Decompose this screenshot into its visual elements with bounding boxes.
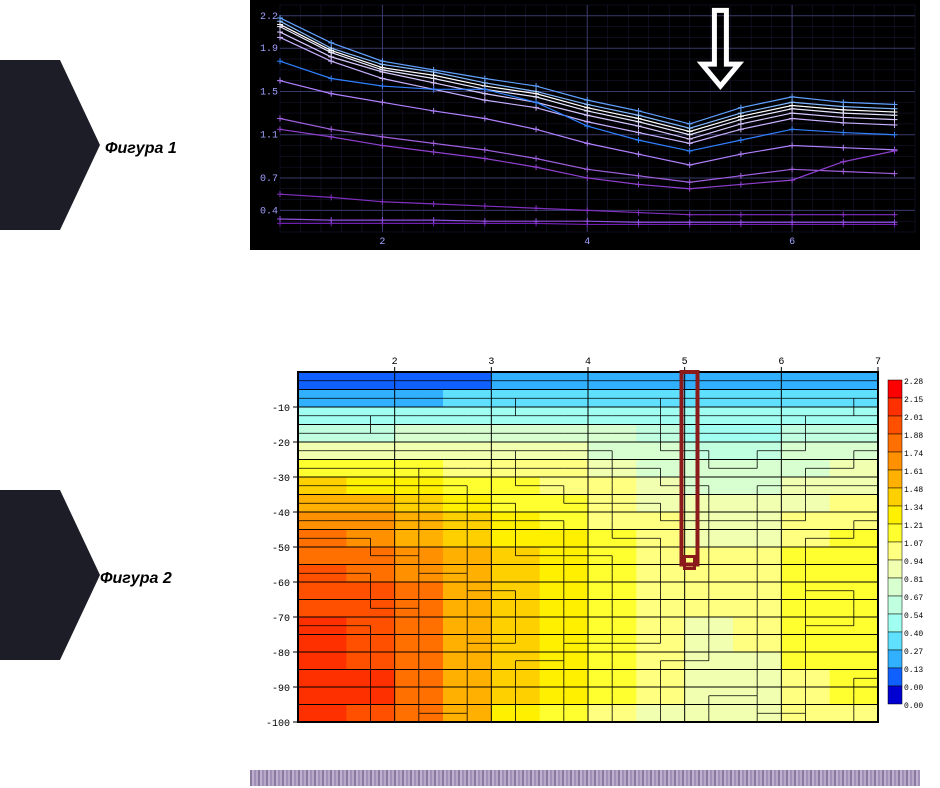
svg-text:0.00: 0.00	[904, 684, 923, 693]
svg-text:1.34: 1.34	[904, 504, 923, 513]
svg-text:-50: -50	[272, 544, 290, 555]
svg-text:0.13: 0.13	[904, 666, 923, 675]
svg-text:2.28: 2.28	[904, 378, 923, 387]
svg-text:-60: -60	[272, 579, 290, 590]
svg-text:-30: -30	[272, 474, 290, 485]
noise-bar	[250, 770, 920, 786]
svg-text:-70: -70	[272, 614, 290, 625]
svg-text:0.54: 0.54	[904, 612, 923, 621]
svg-text:0.81: 0.81	[904, 576, 923, 585]
svg-text:2: 2	[379, 237, 385, 248]
svg-text:2.15: 2.15	[904, 396, 923, 405]
svg-text:0.7: 0.7	[260, 174, 278, 185]
svg-text:-90: -90	[272, 684, 290, 695]
fig1-chart: 2 4 6 0.4 0.7 1.1 1.5 1.9 2.2	[250, 0, 920, 255]
svg-text:1.61: 1.61	[904, 468, 923, 477]
svg-text:2.01: 2.01	[904, 414, 923, 423]
fig1-label: Фигура 1	[105, 140, 177, 158]
svg-text:1.9: 1.9	[260, 44, 278, 55]
svg-text:2: 2	[392, 357, 398, 368]
svg-text:1.48: 1.48	[904, 486, 923, 495]
svg-text:1.1: 1.1	[260, 131, 278, 142]
svg-text:4: 4	[584, 237, 590, 248]
fig2-chart: 2 3 4 5 6 7 -10 -20 -30 -40 -50 -60 -70 -80 -90 -100 2.2…	[250, 350, 940, 755]
svg-text:-80: -80	[272, 649, 290, 660]
svg-text:1.74: 1.74	[904, 450, 923, 459]
svg-text:1.5: 1.5	[260, 87, 278, 98]
svg-text:1.21: 1.21	[904, 522, 923, 531]
svg-text:6: 6	[778, 357, 784, 368]
svg-text:0.67: 0.67	[904, 594, 923, 603]
svg-text:5: 5	[682, 357, 688, 368]
svg-text:1.88: 1.88	[904, 432, 923, 441]
svg-text:4: 4	[585, 357, 591, 368]
svg-text:-40: -40	[272, 509, 290, 520]
svg-text:6: 6	[789, 237, 795, 248]
svg-text:2.2: 2.2	[260, 12, 278, 23]
svg-text:0.94: 0.94	[904, 558, 923, 567]
pentagon-fig1	[0, 60, 100, 230]
svg-text:0.00: 0.00	[904, 702, 923, 711]
svg-text:0.27: 0.27	[904, 648, 923, 657]
svg-text:3: 3	[488, 357, 494, 368]
svg-text:0.4: 0.4	[260, 206, 278, 217]
svg-text:0.40: 0.40	[904, 630, 923, 639]
fig2-label: Фигура 2	[100, 570, 172, 588]
svg-text:-10: -10	[272, 404, 290, 415]
svg-text:-20: -20	[272, 439, 290, 450]
pentagon-fig2	[0, 490, 100, 660]
svg-text:-100: -100	[266, 719, 290, 730]
svg-text:1.07: 1.07	[904, 540, 923, 549]
svg-text:7: 7	[875, 357, 881, 368]
